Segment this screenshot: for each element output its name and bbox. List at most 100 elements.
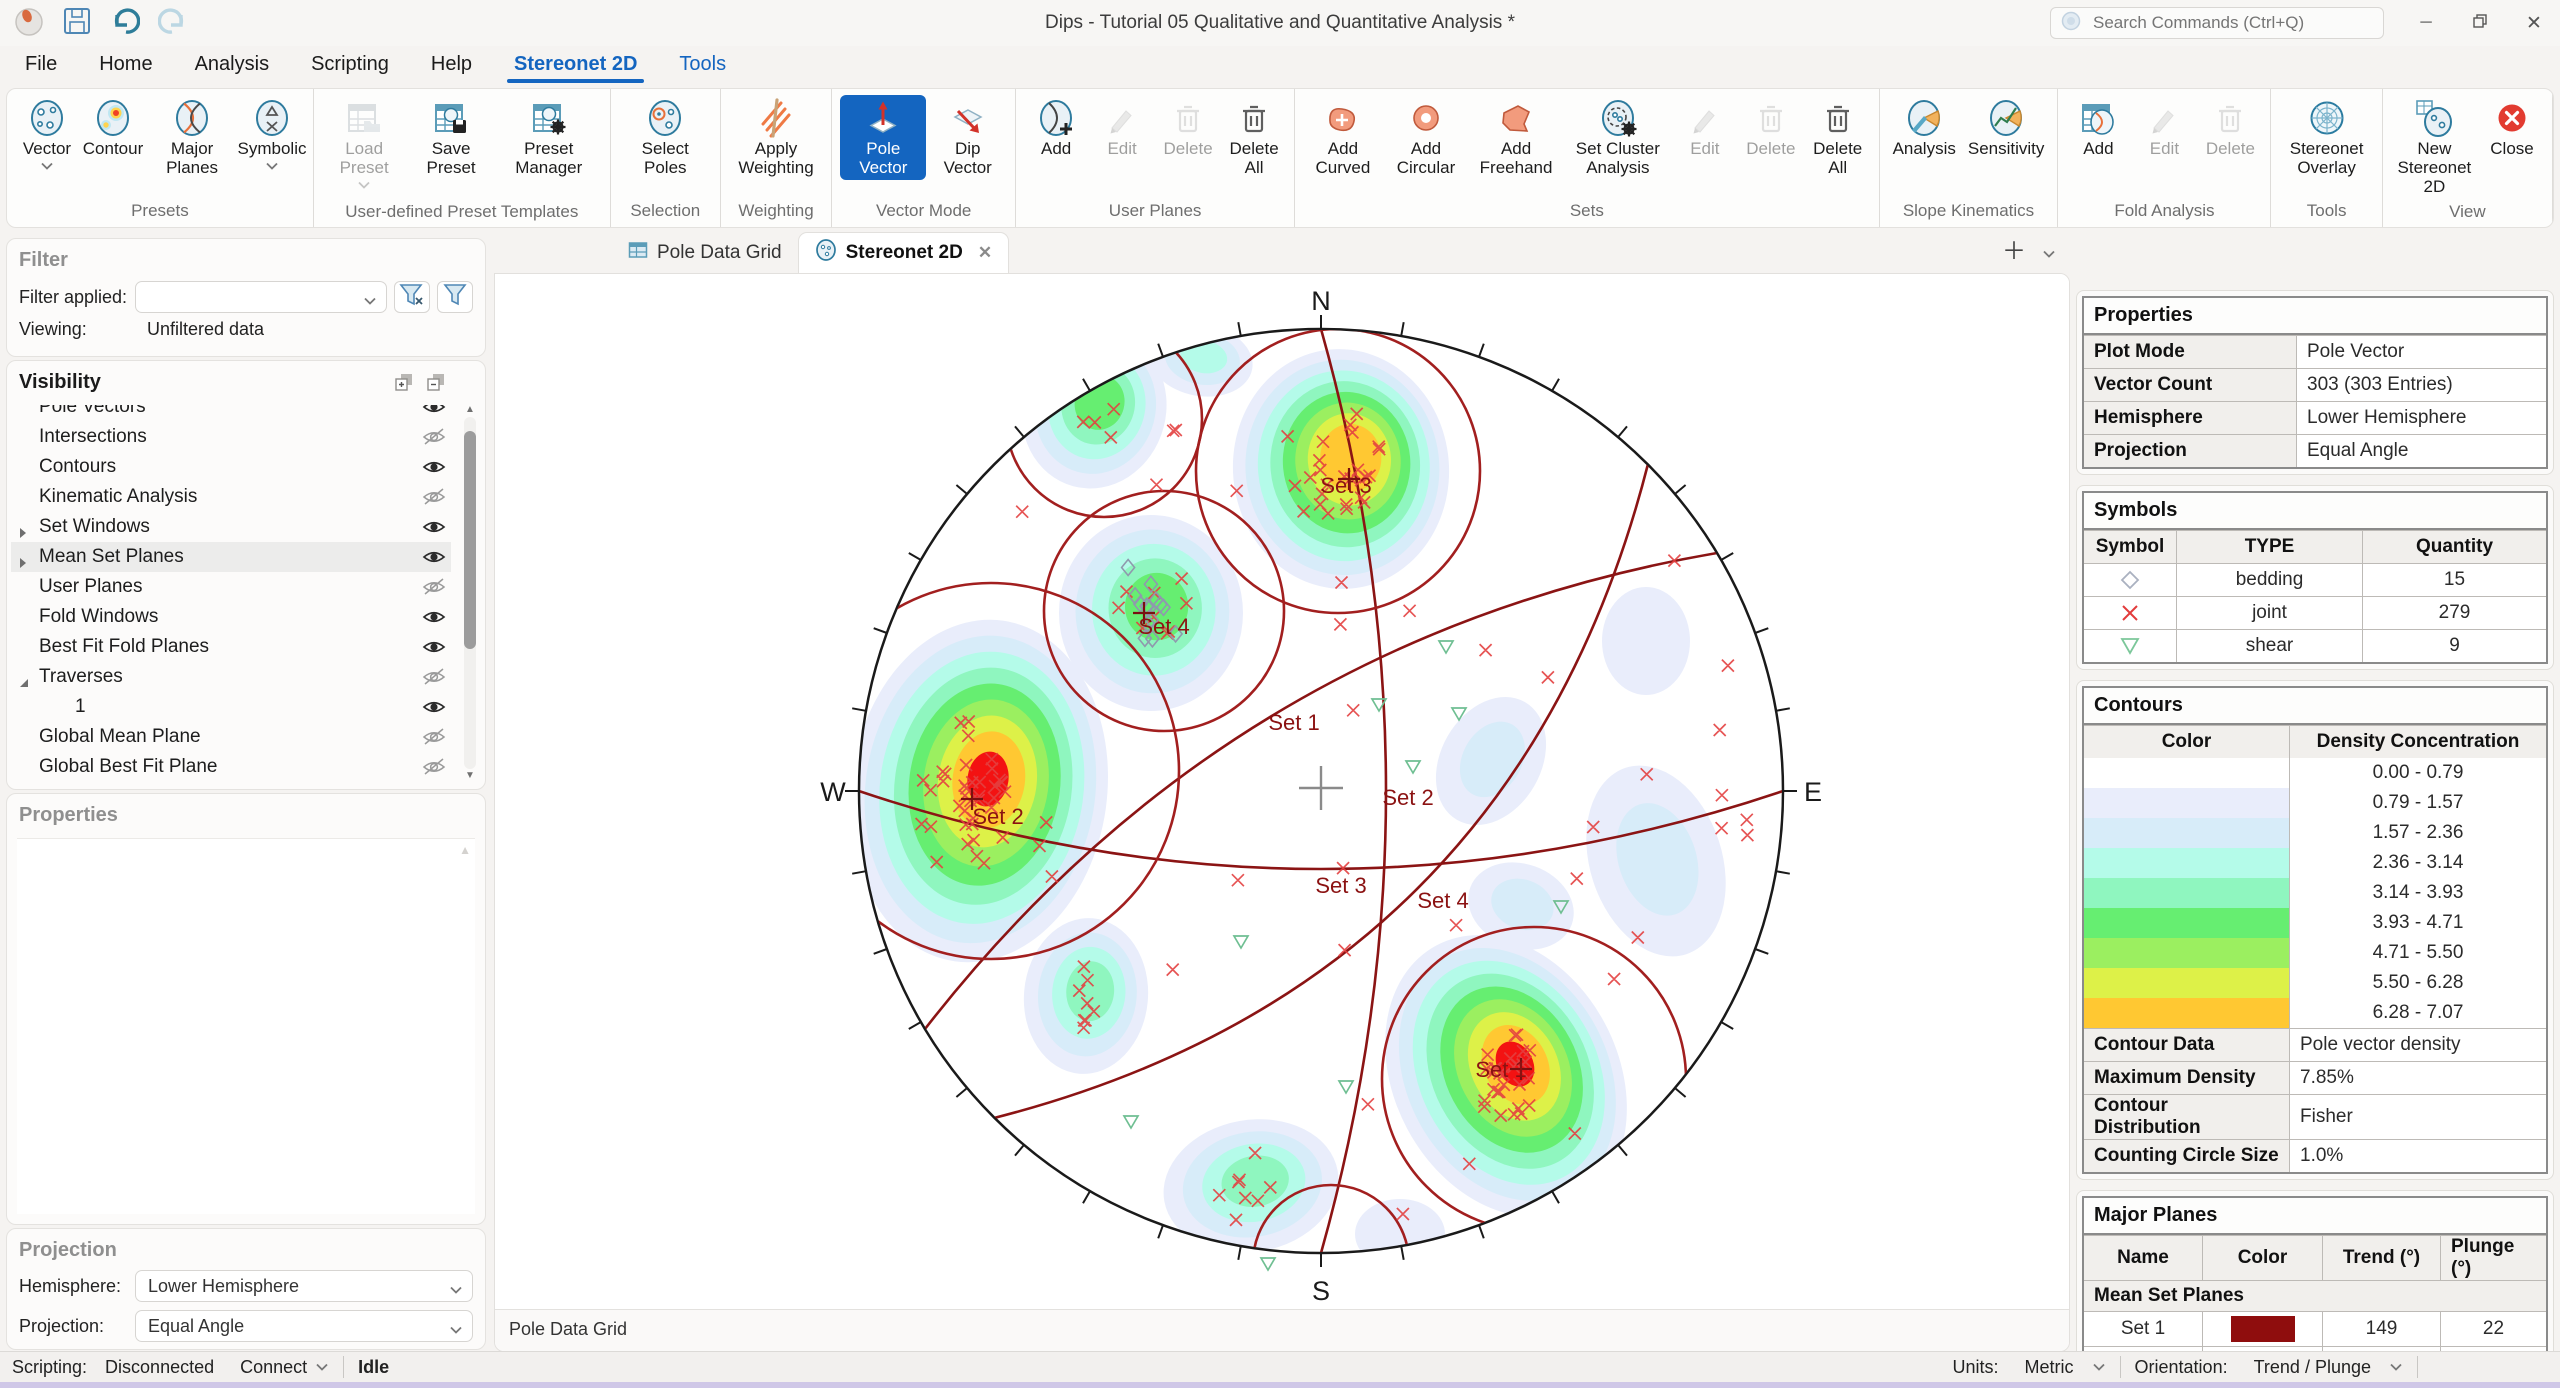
ribbon-button-add-circular-sets[interactable]: Add Circular <box>1385 95 1468 180</box>
visibility-eye-set-windows[interactable] <box>417 518 451 536</box>
ribbon-button-delete-sets[interactable]: Delete <box>1739 95 1803 161</box>
visibility-item-kinematic-analysis[interactable]: Kinematic Analysis <box>11 482 451 512</box>
menu-item-stereonet-2d[interactable]: Stereonet 2D <box>493 46 658 84</box>
ribbon-button-edit-user-planes[interactable]: Edit <box>1090 95 1154 161</box>
scrollbar-thumb[interactable] <box>464 431 476 650</box>
menu-item-scripting[interactable]: Scripting <box>311 53 389 75</box>
ribbon-button-save-preset-user-defined-preset-templates[interactable]: Save Preset <box>408 95 493 180</box>
ribbon-button-add-curved-sets[interactable]: Add Curved <box>1303 95 1383 180</box>
orientation-chevron-icon[interactable] <box>2389 1357 2403 1378</box>
chevron-down-icon <box>357 178 371 196</box>
bottom-grid-label[interactable]: Pole Data Grid <box>509 1319 628 1339</box>
visibility-eye-1[interactable] <box>417 698 451 716</box>
ribbon-button-vector-presets[interactable]: Vector <box>15 95 79 180</box>
ribbon-button-set-cluster-analysis-sets[interactable]: Set Cluster Analysis <box>1565 95 1671 180</box>
command-search-box[interactable] <box>2050 7 2384 39</box>
clear-filter-button[interactable] <box>394 281 430 313</box>
expand-arrow-icon[interactable] <box>19 522 27 544</box>
connect-chevron-icon[interactable] <box>315 1357 329 1378</box>
stereonet-canvas[interactable]: Set 3 Set 4 Set 2 Set 1 Set 1 Set 2 Set 3 Set 4… <box>495 274 2069 1309</box>
visibility-eye-intersections[interactable] <box>417 428 451 446</box>
ribbon-button-edit-fold-analysis[interactable]: Edit <box>2132 95 2196 161</box>
expand-all-icon[interactable] <box>395 373 413 396</box>
ribbon-button-sensitivity-slope-kinematics[interactable]: Sensitivity <box>1963 95 2050 161</box>
ribbon-button-add-fold-analysis[interactable]: Add <box>2066 95 2130 161</box>
undo-icon[interactable] <box>110 6 141 41</box>
stereonet-plot[interactable]: Set 3 Set 4 Set 2 Set 1 Set 1 Set 2 Set 3 Set 4… <box>495 274 2070 1309</box>
visibility-eye-mean-set-planes[interactable] <box>417 548 451 566</box>
collapse-arrow-icon[interactable] <box>19 672 29 694</box>
visibility-item-global-mean-plane[interactable]: Global Mean Plane <box>11 722 451 752</box>
ribbon-button-delete-all-sets[interactable]: Delete All <box>1805 95 1871 180</box>
search-input[interactable] <box>2091 12 2373 34</box>
projection-select[interactable]: Equal Angle <box>135 1310 473 1342</box>
visibility-eye-user-planes[interactable] <box>417 578 451 596</box>
visibility-eye-global-mean-plane[interactable] <box>417 728 451 746</box>
menu-item-home[interactable]: Home <box>99 53 153 75</box>
menu-item-analysis[interactable]: Analysis <box>194 53 270 75</box>
visibility-item-intersections[interactable]: Intersections <box>11 422 451 452</box>
ribbon-button-select-poles-selection[interactable]: Select Poles <box>619 95 712 180</box>
units-value[interactable]: Metric <box>2024 1356 2074 1377</box>
ribbon-button-add-freehand-sets[interactable]: Add Freehand <box>1469 95 1563 180</box>
ribbon-button-pole-vector-vector-mode[interactable]: Pole Vector <box>840 95 927 180</box>
ribbon-button-delete-all-user-planes[interactable]: Delete All <box>1222 95 1286 180</box>
visibility-item-pole-vectors[interactable]: Pole Vectors <box>11 405 451 422</box>
collapse-all-icon[interactable] <box>427 373 445 396</box>
visibility-eye-pole-vectors[interactable] <box>417 405 451 416</box>
ribbon-button-major-planes-presets[interactable]: Major Planes <box>147 95 237 180</box>
ribbon-button-analysis-slope-kinematics[interactable]: Analysis <box>1888 95 1961 161</box>
visibility-eye-global-best-fit-plane[interactable] <box>417 758 451 776</box>
status-bar: Scripting: Disconnected Connect Idle Uni… <box>0 1351 2560 1382</box>
menu-item-tools[interactable]: Tools <box>679 53 727 75</box>
ribbon-button-delete-fold-analysis[interactable]: Delete <box>2198 95 2262 161</box>
visibility-scrollbar[interactable]: ▲ ▼ <box>464 404 476 781</box>
new-tab-button[interactable]: ＋ <box>2002 238 2026 265</box>
visibility-eye-kinematic-analysis[interactable] <box>417 488 451 506</box>
visibility-item-fold-windows[interactable]: Fold Windows <box>11 602 451 632</box>
menu-item-help[interactable]: Help <box>430 53 473 75</box>
units-chevron-icon[interactable] <box>2092 1357 2106 1378</box>
ribbon-button-delete-user-planes[interactable]: Delete <box>1156 95 1220 161</box>
ribbon-button-apply-weighting-weighting[interactable]: Apply Weighting <box>729 95 823 180</box>
ribbon-button-add-user-planes[interactable]: Add <box>1024 95 1088 161</box>
ribbon-button-preset-manager-user-defined-preset-templates[interactable]: Preset Manager <box>496 95 602 180</box>
minimize-button[interactable]: ─ <box>2420 14 2432 31</box>
restore-button[interactable] <box>2468 13 2492 33</box>
menu-item-file[interactable]: File <box>25 53 58 75</box>
visibility-item-global-best-fit-plane[interactable]: Global Best Fit Plane <box>11 752 451 781</box>
save-icon[interactable] <box>62 6 92 41</box>
orientation-value[interactable]: Trend / Plunge <box>2253 1356 2371 1377</box>
tab-stereonet-2d[interactable]: Stereonet 2D ✕ <box>797 232 1010 273</box>
visibility-item-best-fit-fold-planes[interactable]: Best Fit Fold Planes <box>11 632 451 662</box>
visibility-item-contours[interactable]: Contours <box>11 452 451 482</box>
visibility-item-1[interactable]: 1 <box>11 692 451 722</box>
visibility-item-set-windows[interactable]: Set Windows <box>11 512 451 542</box>
hemisphere-select[interactable]: Lower Hemisphere <box>135 1270 473 1302</box>
ribbon-button-new-stereonet-2d-view[interactable]: New Stereonet 2D <box>2391 95 2478 199</box>
expand-arrow-icon[interactable] <box>19 552 27 574</box>
tab-list-chevron-icon[interactable] <box>2042 247 2056 265</box>
visibility-eye-traverses[interactable] <box>417 668 451 686</box>
visibility-eye-fold-windows[interactable] <box>417 608 451 626</box>
filter-applied-combobox[interactable] <box>135 281 387 313</box>
ribbon-button-load-preset-user-defined-preset-templates[interactable]: Load Preset <box>322 95 407 199</box>
tab-pole-data-grid[interactable]: Pole Data Grid <box>612 233 798 273</box>
close-window-button[interactable]: ✕ <box>2526 12 2542 34</box>
visibility-item-traverses[interactable]: Traverses <box>11 662 451 692</box>
ribbon-button-dip-vector-vector-mode[interactable]: Dip Vector <box>928 95 1007 180</box>
visibility-item-user-planes[interactable]: User Planes <box>11 572 451 602</box>
apply-filter-button[interactable] <box>437 281 473 313</box>
projection-panel-title: Projection <box>19 1239 117 1261</box>
ribbon-button-contour-presets[interactable]: Contour <box>81 95 145 161</box>
ribbon-button-edit-sets[interactable]: Edit <box>1673 95 1737 161</box>
visibility-eye-contours[interactable] <box>417 458 451 476</box>
ribbon-button-symbolic-presets[interactable]: Symbolic <box>238 95 306 180</box>
ribbon-button-stereonet-overlay-tools[interactable]: Stereonet Overlay <box>2279 95 2373 180</box>
connect-button[interactable]: Connect <box>240 1356 308 1377</box>
visibility-eye-best-fit-fold-planes[interactable] <box>417 638 451 656</box>
tab-label: Pole Data Grid <box>657 242 782 263</box>
ribbon-button-close-view[interactable]: Close <box>2480 95 2544 161</box>
visibility-item-mean-set-planes[interactable]: Mean Set Planes <box>11 542 451 572</box>
close-tab-icon[interactable]: ✕ <box>977 243 993 262</box>
